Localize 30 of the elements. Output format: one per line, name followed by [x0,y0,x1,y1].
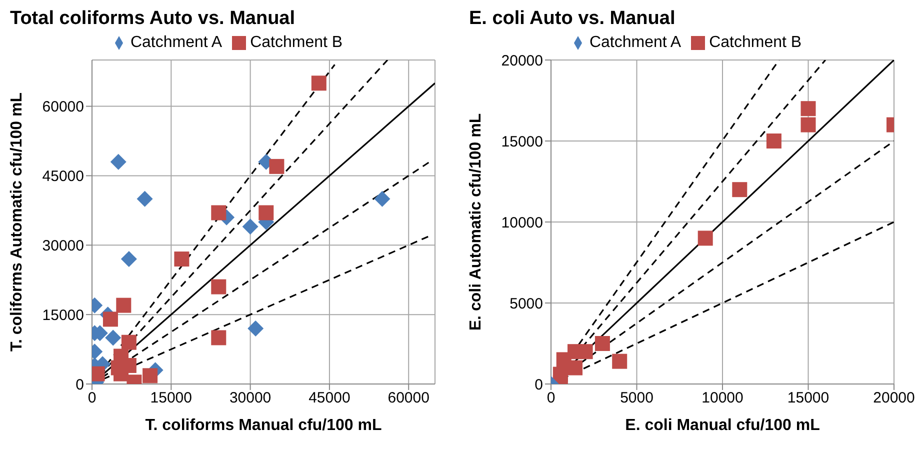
x-axis-title: T. coliforms Manual cfu/100 mL [145,417,382,434]
y-tick-label: 45000 [42,168,84,186]
chart-title: E. coli Auto vs. Manual [468,8,676,31]
y-tick-label: 0 [534,376,543,394]
x-tick-label: 0 [546,390,556,407]
y-tick-label: 0 [76,376,84,394]
legend-label: Catchment B [250,34,343,51]
x-tick-label: 20000 [873,390,915,407]
y-tick-label: 10000 [501,214,543,232]
y-tick-label: 20000 [501,52,543,70]
y-tick-label: 5000 [510,295,543,312]
x-tick-label: 0 [88,390,96,407]
x-tick-label: 10000 [702,390,744,407]
legend-label: Catchment B [709,34,802,51]
legend-label: Catchment A [589,34,682,51]
chart-title: Total coliforms Auto vs. Manual [9,8,296,31]
y-axis-title: E. coli Automatic cfu/100 mL [468,113,485,331]
y-axis-title: T. coliforms Automatic cfu/100 mL [8,92,26,352]
y-tick-label: 15000 [501,133,543,150]
y-tick-label: 60000 [42,98,84,116]
x-tick-label: 45000 [308,390,350,407]
x-tick-label: 15000 [787,390,830,407]
x-tick-label: 15000 [150,390,192,407]
x-tick-label: 5000 [620,390,654,407]
x-tick-label: 30000 [229,390,272,407]
x-tick-label: 60000 [388,390,430,407]
y-tick-label: 15000 [42,306,84,324]
y-tick-label: 30000 [42,237,84,254]
x-axis-title: E. coli Manual cfu/100 mL [625,417,820,434]
legend-label: Catchment A [130,34,222,51]
